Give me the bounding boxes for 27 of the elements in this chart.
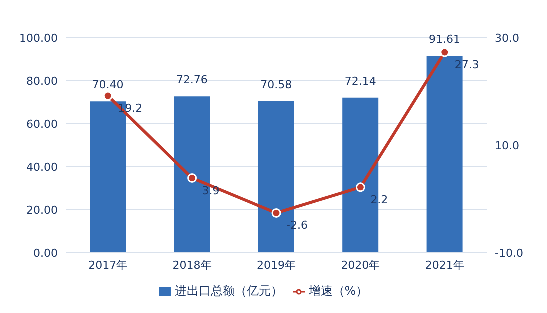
point (188, 174, 198, 184)
point (103, 91, 113, 101)
data-label: 72.14 (344, 74, 376, 88)
y-tick-label: 80.00 (26, 74, 58, 88)
y2-tick-label: 30.0 (495, 32, 520, 45)
y-tick-label: 40.00 (26, 160, 58, 174)
y2-tick-label: 10.0 (495, 139, 520, 152)
x-tick-label: 2017年 (88, 258, 128, 272)
legend-label: 增速（%） (308, 284, 368, 298)
x-tick-label: 2019年 (257, 258, 296, 272)
point (272, 208, 282, 218)
y-tick-label: 0.00 (34, 246, 58, 260)
data-label: 70.40 (92, 78, 124, 92)
y2-tick-label: -10.0 (495, 246, 524, 260)
point (356, 182, 366, 192)
data-label: 3.9 (202, 184, 220, 198)
legend-label: 进出口总额（亿元） (174, 284, 283, 298)
y-tick-label: 100.00 (20, 32, 58, 45)
point (440, 48, 450, 58)
data-label: 70.58 (260, 78, 292, 92)
x-tick-label: 2020年 (341, 258, 380, 272)
data-label: 91.61 (429, 33, 461, 46)
x-tick-label: 2021年 (425, 258, 464, 272)
y-tick-label: 20.00 (26, 204, 58, 217)
y-tick-label: 60.00 (26, 118, 58, 131)
x-tick-label: 2018年 (172, 258, 212, 272)
data-label: 72.76 (176, 74, 208, 87)
